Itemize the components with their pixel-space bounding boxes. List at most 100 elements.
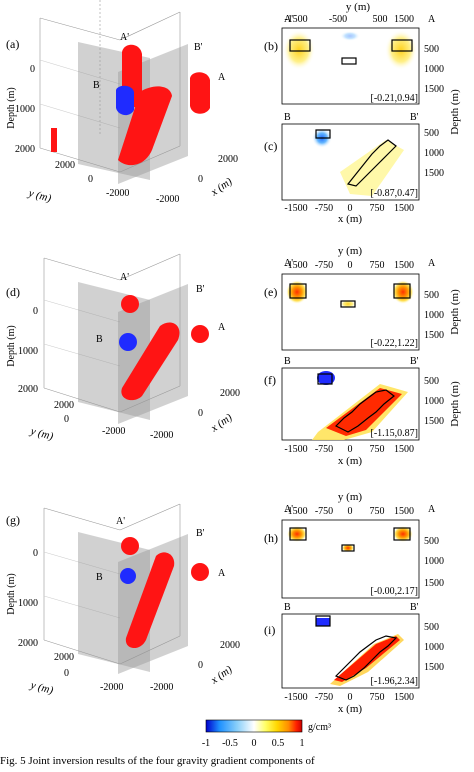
map-top-tick: -500 [329, 14, 347, 25]
depth-tick: 1500 [424, 416, 444, 427]
true-model-outline [340, 300, 356, 308]
x-tick: -2000 [150, 682, 173, 693]
y-axis-label: y (m) [26, 187, 53, 205]
x-tick: 0 [348, 444, 353, 455]
true-model-outline [393, 283, 411, 299]
x-tick: 1500 [394, 444, 414, 455]
x-tick: -750 [315, 203, 333, 214]
x-tick: -750 [315, 444, 333, 455]
body-negative [120, 568, 136, 584]
map-letter-a-prime: A' [284, 14, 293, 25]
depth-tick: 1000 [424, 396, 444, 407]
true-model-outline [289, 527, 307, 541]
panel-3d-d: (d) A' B' B A 0 1000 2000 [6, 253, 240, 443]
true-model-outline [289, 39, 311, 52]
depth-tick: 500 [424, 622, 439, 633]
map-top-tick: -1500 [284, 14, 307, 25]
range-label: [-1.96,2.34] [371, 676, 419, 687]
figure-caption: Fig. 5 Joint inversion results of the fo… [0, 755, 315, 767]
true-model-outline [334, 635, 398, 681]
row-2: (d) A' B' B A 0 1000 2000 [6, 245, 461, 467]
y-tick: -2000 [100, 682, 123, 693]
depth-tick: 0 [33, 548, 38, 559]
section-anomaly-pos-core [326, 388, 402, 436]
colorbar-tick: 0.5 [272, 738, 285, 749]
depth-tick: 1500 [424, 662, 444, 673]
map-top-tick: -750 [315, 506, 333, 517]
depth-tick: 1000 [15, 104, 35, 115]
right-axis-label: Depth (m) [449, 381, 461, 427]
x-tick: 1500 [394, 203, 414, 214]
panel-label-i: (i) [264, 623, 275, 637]
profile-label-b-prime: B' [196, 284, 205, 295]
axis-box [43, 253, 181, 413]
body-dipping [125, 552, 175, 649]
map-top-tick: 1500 [394, 506, 414, 517]
range-label: [-0.21,0.94] [371, 93, 419, 104]
colorbar-tick: -0.5 [222, 738, 238, 749]
map-letter-a: A [428, 14, 436, 25]
section-letter-b: B [284, 602, 291, 613]
section-bottom-axis-label: x (m) [338, 213, 362, 225]
panel-label-a: (a) [6, 37, 19, 51]
map-letter-a-prime: A' [284, 258, 293, 269]
map-anomaly-pos [393, 526, 413, 542]
axis-box [43, 503, 181, 665]
depth-tick: 1000 [424, 556, 444, 567]
panel-3d-a: (a) A' B' B A 0 1000 [6, 0, 238, 205]
right-axis-label: Depth (m) [449, 89, 461, 135]
panel-3d-g: (g) A' B' B A 0 1000 2000 [6, 503, 240, 697]
depth-axis-label: Depth (m) [6, 87, 17, 128]
row-3: (g) A' B' B A 0 1000 2000 [6, 491, 444, 715]
depth-tick: 1500 [424, 578, 444, 589]
map-anomaly-pos [287, 526, 307, 542]
panel-label-b: (b) [264, 39, 278, 53]
map-top-tick: 500 [373, 14, 388, 25]
range-label: [-0.22,1.22] [371, 338, 419, 349]
depth-tick: 500 [424, 44, 439, 55]
depth-tick: 1500 [424, 168, 444, 179]
body-negative [119, 333, 137, 351]
profile-label-a-prime: A' [120, 32, 129, 43]
x-tick: 750 [370, 444, 385, 455]
map-top-tick: 750 [370, 260, 385, 271]
body-negative [116, 85, 134, 116]
profile-label-b: B [96, 334, 103, 345]
body-upper-left [121, 537, 139, 555]
x-tick: -2000 [156, 194, 179, 205]
section-letter-b: B [284, 356, 291, 367]
y-tick: 0 [64, 668, 69, 679]
depth-tick: 0 [33, 306, 38, 317]
section-letter-b: B [284, 112, 291, 123]
map-top-tick: 1500 [394, 14, 414, 25]
depth-tick: 500 [424, 536, 439, 547]
map-letter-a: A [428, 504, 436, 515]
depth-tick: 2000 [18, 384, 38, 395]
y-tick: 2000 [55, 160, 75, 171]
range-label: [-1.15,0.87] [371, 428, 419, 439]
map-anomaly-pos [342, 544, 354, 552]
panel-label-e: (e) [264, 285, 277, 299]
profile-label-a-prime: A' [116, 516, 125, 527]
map-top-tick: 0 [348, 260, 353, 271]
section-letter-b-prime: B' [410, 602, 419, 613]
x-tick: 1500 [394, 692, 414, 703]
depth-tick: 2000 [15, 144, 35, 155]
y-tick: 0 [64, 414, 69, 425]
x-tick: 0 [348, 203, 353, 214]
x-tick: 0 [198, 174, 203, 185]
panel-label-c: (c) [264, 139, 277, 153]
true-model-outline [341, 57, 357, 65]
colorbar-tick: -1 [202, 738, 210, 749]
true-model-outline [315, 615, 331, 627]
body-small [51, 128, 57, 152]
depth-tick: 500 [424, 376, 439, 387]
depth-tick: 1000 [424, 310, 444, 321]
x-tick: 750 [370, 203, 385, 214]
true-model-outline [393, 527, 411, 541]
x-tick: -1500 [284, 203, 307, 214]
body-dipping [118, 86, 172, 166]
y-tick: 2000 [54, 652, 74, 663]
y-tick: 0 [88, 174, 93, 185]
